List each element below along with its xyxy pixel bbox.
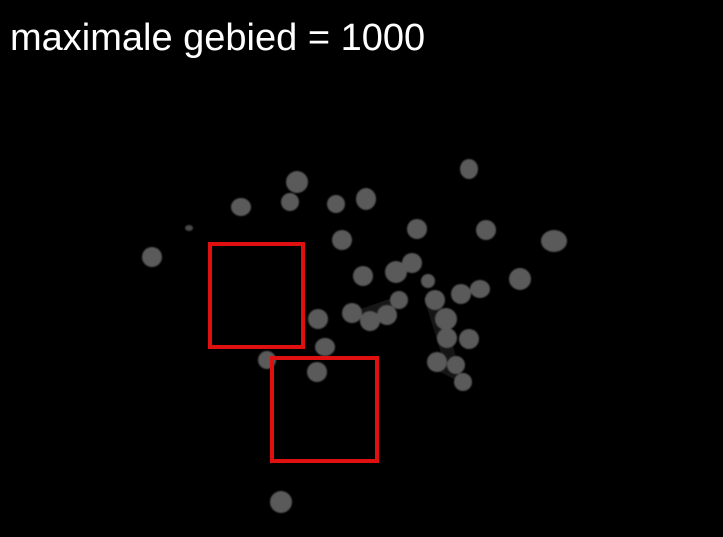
detection-box xyxy=(270,356,379,463)
blob xyxy=(460,159,478,179)
blob xyxy=(402,253,422,273)
blob xyxy=(142,247,162,267)
blob xyxy=(427,352,447,372)
detection-boxes xyxy=(208,242,379,463)
blob xyxy=(342,303,362,323)
blob xyxy=(421,274,435,288)
blob xyxy=(315,338,335,356)
blob xyxy=(454,373,472,391)
blob xyxy=(332,230,352,250)
blob xyxy=(476,220,496,240)
blob xyxy=(425,290,445,310)
blob xyxy=(353,266,373,286)
blob xyxy=(451,284,471,304)
blob xyxy=(435,308,457,330)
blob xyxy=(360,311,380,331)
blob xyxy=(231,198,251,216)
blob xyxy=(327,195,345,213)
blob xyxy=(470,280,490,298)
detection-box xyxy=(208,242,305,349)
blob xyxy=(286,171,308,193)
blob xyxy=(307,362,327,382)
blob xyxy=(377,305,397,325)
blob xyxy=(385,261,407,283)
blob xyxy=(281,193,299,211)
blob xyxy=(447,356,465,374)
blob xyxy=(541,230,567,252)
blob xyxy=(185,225,193,231)
blob xyxy=(509,268,531,290)
blob xyxy=(308,309,328,329)
blob xyxy=(390,291,408,309)
blob xyxy=(270,491,292,513)
blob xyxy=(407,219,427,239)
blob xyxy=(459,329,479,349)
blob xyxy=(437,328,457,348)
cell-blobs xyxy=(142,159,567,513)
blob xyxy=(356,188,376,210)
caption-text: maximale gebied = 1000 xyxy=(10,17,426,59)
